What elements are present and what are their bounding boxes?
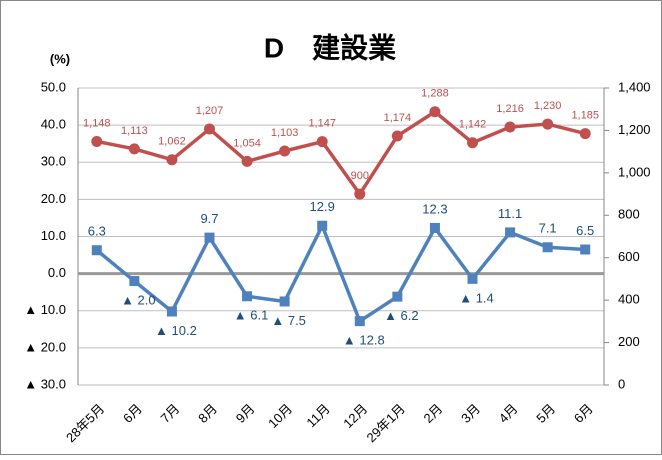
- data-label: 1,147: [308, 118, 336, 130]
- y-tick-label: ▲ 30.0: [24, 376, 66, 391]
- y2-tick-label: 0: [618, 376, 625, 391]
- marker: [467, 137, 478, 149]
- data-label: ▲ 2.0: [121, 292, 156, 307]
- marker: [317, 220, 328, 231]
- data-label: ▲ 6.2: [384, 308, 419, 323]
- marker: [354, 188, 366, 200]
- marker: [166, 154, 178, 166]
- marker: [429, 222, 440, 233]
- data-label: 1,054: [233, 137, 261, 149]
- data-label: 7.1: [539, 221, 557, 236]
- marker: [279, 296, 290, 307]
- y2-tick-label: 600: [618, 249, 640, 264]
- data-label: 900: [351, 170, 369, 182]
- data-label: 9.7: [200, 211, 218, 226]
- data-label: 1,113: [121, 125, 148, 137]
- data-label: 1,230: [534, 100, 562, 112]
- marker: [504, 121, 516, 133]
- data-label: ▲ 7.5: [271, 313, 306, 328]
- marker: [392, 291, 403, 302]
- data-label: 12.3: [422, 201, 447, 216]
- data-label: ▲ 1.4: [459, 290, 494, 305]
- marker: [166, 306, 177, 317]
- marker: [542, 242, 553, 253]
- marker: [279, 145, 291, 157]
- y-tick-label: ▲ 20.0: [24, 339, 66, 354]
- marker: [128, 143, 140, 155]
- data-label: 12.9: [310, 199, 335, 214]
- series-line: [95, 223, 586, 323]
- marker: [542, 118, 554, 130]
- data-label: 6.5: [576, 223, 594, 238]
- marker: [204, 123, 215, 135]
- data-label: 1,142: [459, 119, 487, 131]
- y2-tick-label: 800: [618, 207, 640, 222]
- marker: [91, 135, 103, 147]
- marker: [467, 273, 478, 284]
- y2-tick-label: 1,200: [618, 122, 651, 137]
- marker: [242, 291, 253, 302]
- marker: [354, 316, 365, 327]
- y-axis-label: (%): [50, 51, 70, 66]
- y-tick-label: 40.0: [41, 117, 66, 132]
- marker: [91, 245, 102, 256]
- marker: [391, 130, 403, 142]
- data-label: 1,216: [496, 103, 524, 115]
- y2-tick-label: 1,400: [618, 79, 651, 94]
- y2-tick-label: 200: [618, 334, 640, 349]
- y-tick-label: 10.0: [41, 228, 66, 243]
- data-label: 1,174: [384, 112, 412, 124]
- y-tick-label: 50.0: [41, 79, 66, 94]
- data-label: 1,062: [158, 136, 186, 148]
- data-label: 1,288: [421, 88, 449, 100]
- data-label: 1,207: [196, 105, 224, 117]
- y-tick-label: 20.0: [41, 191, 66, 206]
- marker: [429, 106, 441, 118]
- marker: [579, 128, 591, 140]
- chart-title: D 建設業: [264, 31, 396, 63]
- data-label: 1,185: [571, 110, 599, 122]
- y2-tick-label: 400: [618, 292, 640, 307]
- series-line: [96, 110, 586, 196]
- data-label: 11.1: [498, 206, 522, 221]
- data-label: ▲ 10.2: [155, 323, 197, 338]
- data-label: 1,148: [83, 117, 111, 129]
- y-tick-label: 0.0: [48, 265, 66, 280]
- data-label: 6.3: [88, 224, 106, 239]
- marker: [129, 276, 140, 287]
- y2-tick-label: 1,000: [618, 164, 651, 179]
- marker: [241, 155, 253, 167]
- data-label: 1,103: [271, 127, 299, 139]
- y-tick-label: ▲ 10.0: [24, 302, 66, 317]
- marker: [505, 227, 516, 238]
- data-label: ▲ 12.8: [343, 333, 385, 348]
- marker: [204, 232, 215, 243]
- marker: [580, 244, 591, 255]
- y-tick-label: 30.0: [41, 154, 66, 169]
- marker: [316, 136, 328, 148]
- data-label: ▲ 6.1: [234, 308, 269, 323]
